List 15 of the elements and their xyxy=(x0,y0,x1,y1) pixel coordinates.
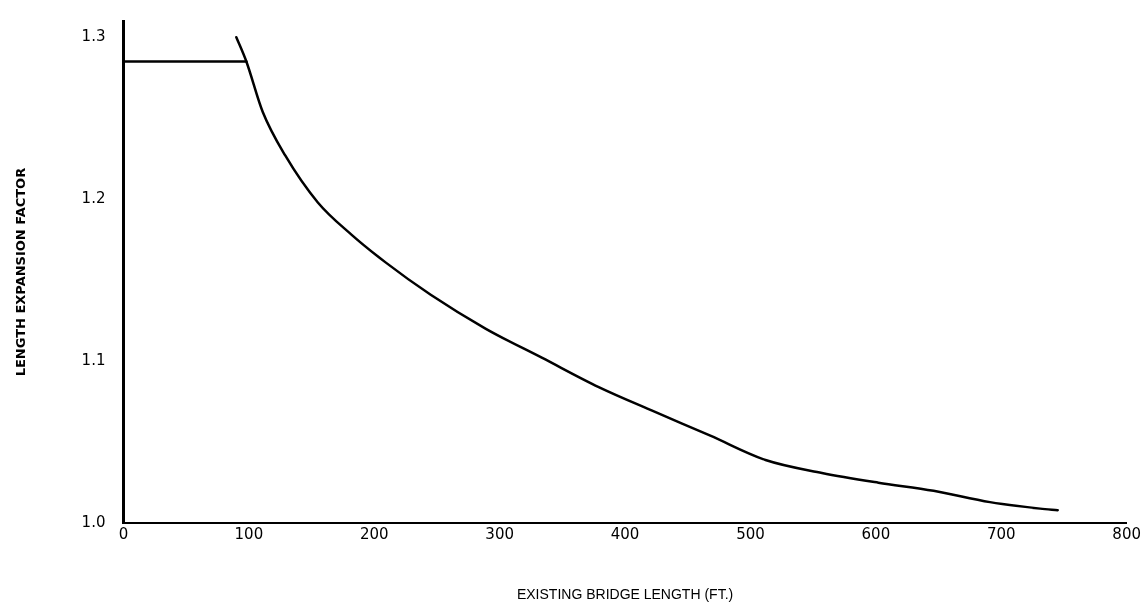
y-tick-label: 1.0 xyxy=(81,513,106,532)
y-axis-title: LENGTH EXPANSION FACTOR xyxy=(13,167,29,377)
x-tick-label: 700 xyxy=(986,525,1016,544)
x-tick-label: 300 xyxy=(485,525,514,544)
x-tick-label: 100 xyxy=(234,525,264,544)
x-tick-label: 0 xyxy=(118,525,129,544)
x-axis-title: EXISTING BRIDGE LENGTH (FT.) xyxy=(516,586,734,603)
x-tick-label: 500 xyxy=(736,525,765,544)
y-tick-label: 1.3 xyxy=(81,27,106,46)
x-tick-label: 200 xyxy=(359,525,389,544)
x-tick-label: 600 xyxy=(861,525,891,544)
x-tick-label: 800 xyxy=(1112,525,1142,544)
y-tick-label: 1.2 xyxy=(81,189,106,208)
x-tick-label: 400 xyxy=(610,525,640,544)
y-tick-label: 1.1 xyxy=(81,351,106,370)
